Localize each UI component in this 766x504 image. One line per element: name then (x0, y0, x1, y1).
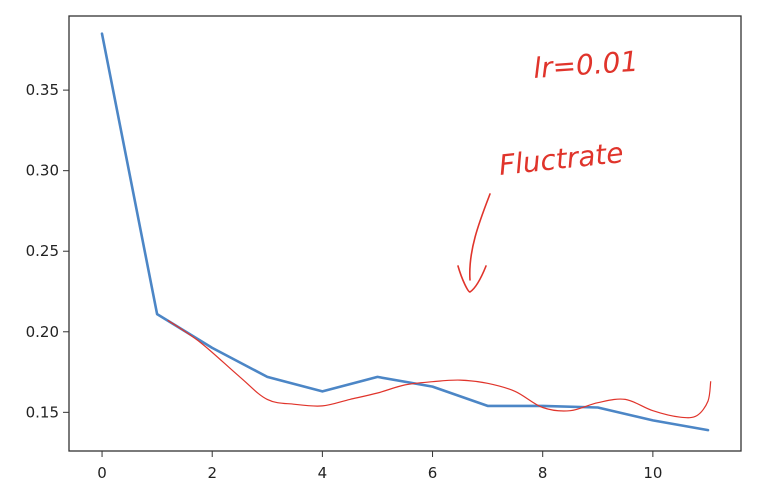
annotation-lr: lr=0.01 (532, 45, 639, 85)
x-tick-label: 6 (428, 464, 438, 482)
x-tick-label: 0 (97, 464, 107, 482)
y-tick-label: 0.20 (26, 323, 59, 341)
x-tick-label: 2 (207, 464, 217, 482)
y-tick-label: 0.25 (26, 242, 59, 260)
y-axis-ticks: 0.15 0.20 0.25 0.30 0.35 (26, 81, 69, 421)
y-tick-label: 0.35 (26, 81, 59, 99)
series-layer (100, 32, 712, 432)
annotation-arrow (457, 193, 491, 293)
x-tick-label: 8 (538, 464, 548, 482)
x-axis-ticks: 0 2 4 6 8 10 (97, 451, 662, 482)
plot-frame (68, 15, 742, 452)
y-tick-label: 0.15 (26, 403, 59, 421)
y-tick-label: 0.30 (26, 162, 59, 180)
handdrawn-trend-line (167, 319, 712, 419)
annotation-fluctrate: Fluctrate (497, 136, 625, 182)
x-tick-label: 4 (318, 464, 328, 482)
series-line (100, 32, 710, 432)
annotations: lr=0.01 Fluctrate (457, 45, 639, 293)
x-tick-label: 10 (643, 464, 662, 482)
